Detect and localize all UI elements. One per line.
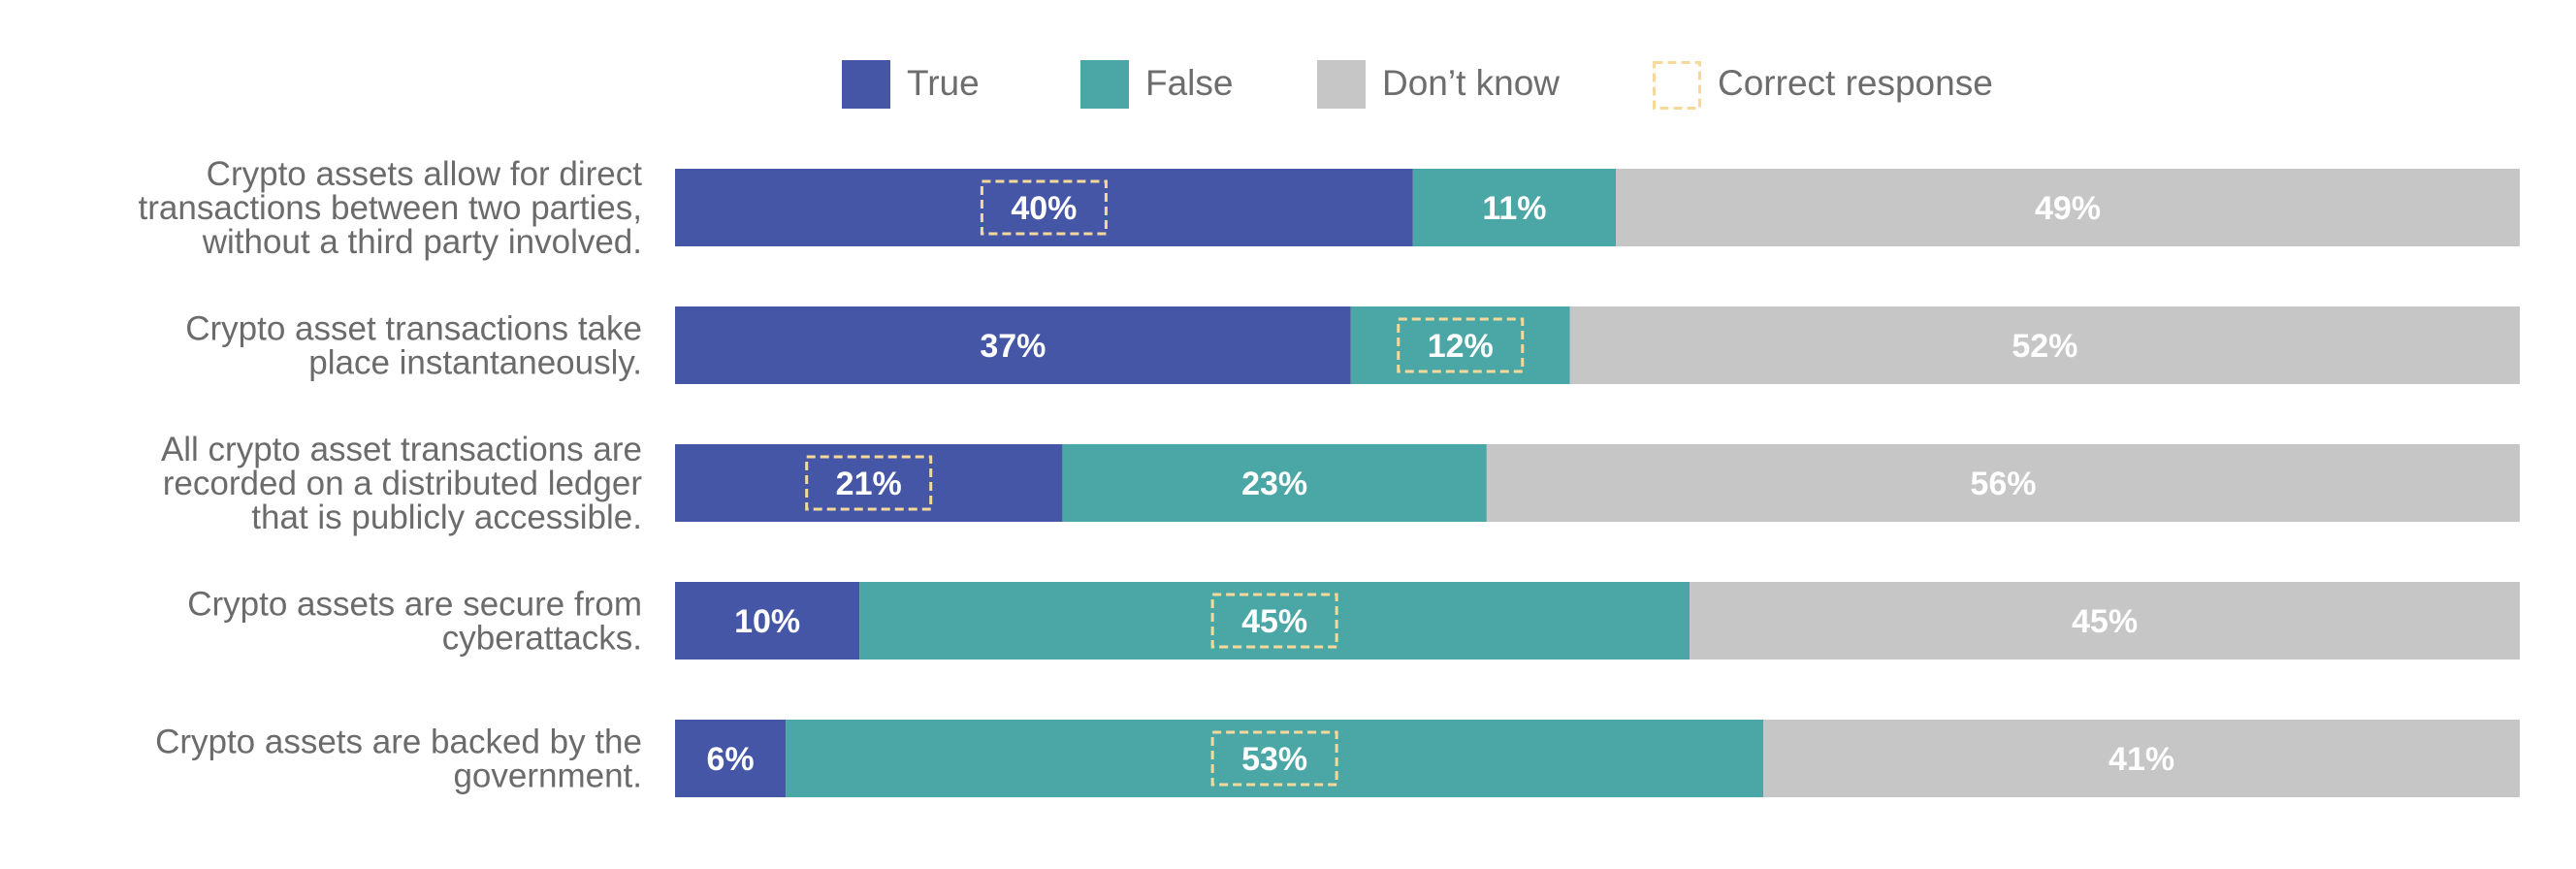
- category-label-4-line-2: cyberattacks.: [442, 620, 642, 658]
- value-label-true-row-3: 21%: [836, 466, 902, 502]
- value-label-false-row-2: 12%: [1428, 328, 1494, 365]
- category-label-3-line-1: All crypto asset transactions are: [161, 431, 642, 468]
- category-label-1-line-3: without a third party involved.: [202, 223, 642, 261]
- legend-swatch-don-t-know: [1317, 60, 1366, 109]
- value-label-don-t-know-row-3: 56%: [1970, 466, 2036, 502]
- bar-don-t-know-row-2: [1569, 306, 2520, 384]
- value-label-false-row-5: 53%: [1241, 741, 1307, 778]
- category-label-4-line-1: Crypto assets are secure from: [187, 586, 642, 624]
- category-label-5-line-2: government.: [453, 757, 642, 795]
- bar-true-row-4: [675, 582, 860, 660]
- value-label-true-row-5: 6%: [706, 741, 754, 778]
- bars: 40% 11% 49% 37% 12% 52% 21% 23% 56% 10% 45% 45% 6% 53…: [675, 169, 2520, 797]
- legend-label-true: True: [907, 63, 980, 103]
- bar-don-t-know-row-4: [1690, 582, 2520, 660]
- value-label-don-t-know-row-5: 41%: [2109, 741, 2174, 778]
- value-label-false-row-4: 45%: [1241, 603, 1307, 640]
- value-label-don-t-know-row-1: 49%: [2035, 190, 2101, 227]
- category-label-1-line-1: Crypto assets allow for direct: [207, 155, 643, 193]
- correct-response-box-row-5: [1210, 730, 1338, 787]
- bar-don-t-know-row-5: [1763, 720, 2520, 797]
- value-label-don-t-know-row-2: 52%: [2012, 328, 2077, 365]
- bar-false-row-1: [1412, 169, 1617, 246]
- bar-true-row-5: [675, 720, 787, 797]
- legend-label-correct-response: Correct response: [1718, 63, 1993, 103]
- value-label-true-row-1: 40%: [1011, 190, 1077, 227]
- value-label-false-row-3: 23%: [1241, 466, 1307, 502]
- category-label-3-line-3: that is publicly accessible.: [251, 499, 642, 536]
- correct-response-box-row-4: [1210, 593, 1338, 649]
- category-label-3-line-2: recorded on a distributed ledger: [163, 465, 643, 502]
- value-label-false-row-1: 11%: [1482, 190, 1546, 227]
- correct-response-box-row-3: [805, 455, 933, 511]
- value-label-true-row-2: 37%: [980, 328, 1046, 365]
- legend: True False Don’t know Correct response: [842, 60, 1993, 110]
- legend-swatch-correct-response: [1653, 61, 1701, 110]
- correct-response-box-row-1: [980, 179, 1108, 236]
- bar-false-row-3: [1062, 444, 1487, 522]
- legend-label-false: False: [1145, 63, 1233, 103]
- bar-true-row-2: [675, 306, 1351, 384]
- category-label-2-line-2: place instantaneously.: [308, 344, 642, 382]
- value-label-don-t-know-row-4: 45%: [2072, 603, 2138, 640]
- bar-don-t-know-row-3: [1486, 444, 2520, 522]
- category-label-5-line-1: Crypto assets are backed by the: [155, 724, 642, 761]
- legend-swatch-false: [1080, 60, 1129, 109]
- category-label-2-line-1: Crypto asset transactions take: [185, 310, 642, 348]
- legend-label-don-t-know: Don’t know: [1382, 63, 1560, 103]
- category-labels: Crypto assets allow for directtransactio…: [139, 155, 643, 795]
- correct-response-box-row-2: [1397, 317, 1525, 373]
- bar-don-t-know-row-1: [1616, 169, 2520, 246]
- legend-swatch-true: [842, 60, 890, 109]
- category-label-1-line-2: transactions between two parties,: [139, 189, 642, 227]
- value-label-true-row-4: 10%: [734, 603, 800, 640]
